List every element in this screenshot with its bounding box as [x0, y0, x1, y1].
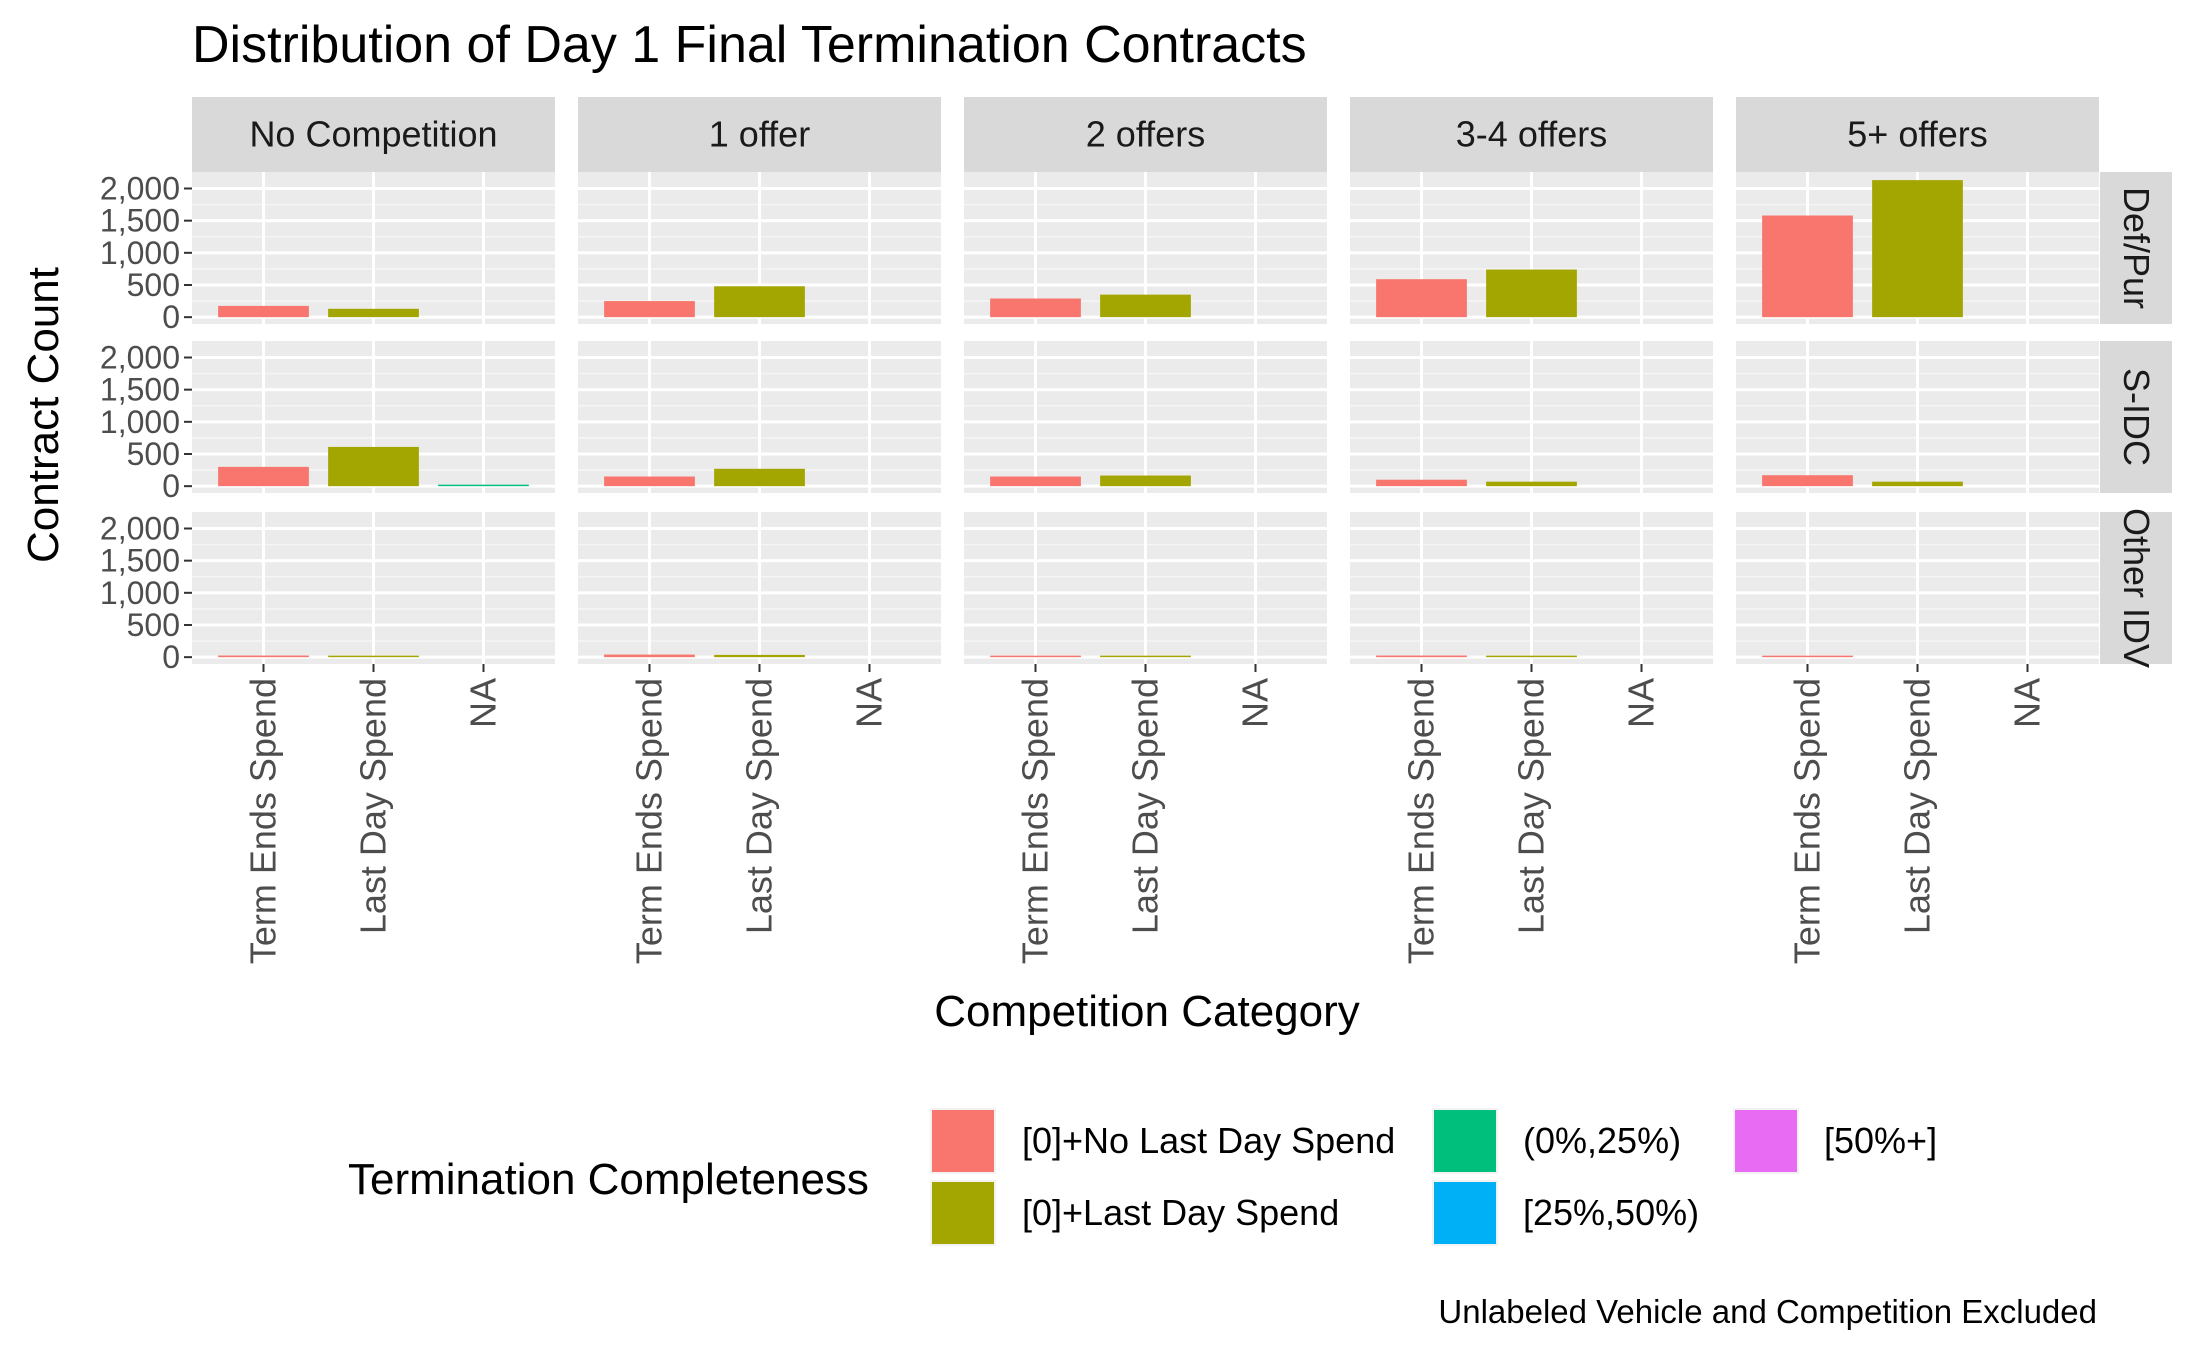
bar [218, 655, 309, 658]
x-tick-label: Last Day Spend [1897, 678, 1938, 934]
y-tick-label: 2,000 [100, 339, 180, 375]
x-tick-label: NA [1621, 678, 1662, 728]
y-tick-label: 1,500 [100, 203, 180, 239]
bar [1762, 475, 1853, 487]
facet-strip-0 [192, 97, 555, 172]
legend-label: [0]+No Last Day Spend [1022, 1120, 1395, 1161]
row-strip-label: Def/Pur [2116, 187, 2157, 309]
chart-title: Distribution of Day 1 Final Termination … [192, 16, 1307, 74]
bar [990, 655, 1081, 658]
bar [714, 468, 805, 487]
x-tick-label: Last Day Spend [353, 678, 394, 934]
y-tick-label: 1,500 [100, 372, 180, 408]
x-tick-label: Term Ends Spend [1787, 678, 1828, 964]
y-tick-label: 0 [162, 299, 180, 335]
y-tick-label: 2,000 [100, 170, 180, 206]
bar [1486, 269, 1577, 318]
facet-strip-label: 5+ offers [1847, 114, 1987, 155]
bar [328, 308, 419, 318]
bar [990, 298, 1081, 318]
bar [714, 286, 805, 318]
x-tick-label: Last Day Spend [739, 678, 780, 934]
x-tick-label: Last Day Spend [1125, 678, 1166, 934]
y-tick-label: 500 [127, 267, 180, 303]
bar [604, 301, 695, 318]
x-axis-title: Competition Category [934, 987, 1360, 1036]
facet-strip-2 [964, 97, 1327, 172]
bar [1100, 655, 1191, 658]
y-tick-label: 500 [127, 607, 180, 643]
facet-strip-3 [1350, 97, 1713, 172]
row-strip-label: S-IDC [2116, 368, 2157, 466]
legend-label: [25%,50%) [1523, 1192, 1699, 1233]
bar [1762, 215, 1853, 318]
legend-swatch [932, 1110, 994, 1172]
x-tick-label: Term Ends Spend [629, 678, 670, 964]
x-tick-label: Term Ends Spend [1401, 678, 1442, 964]
bar [1376, 479, 1467, 487]
bar [218, 305, 309, 318]
chart-caption: Unlabeled Vehicle and Competition Exclud… [1438, 1293, 2097, 1330]
bar [1872, 180, 1963, 318]
y-tick-label: 0 [162, 639, 180, 675]
legend-swatch [1434, 1182, 1496, 1244]
x-tick-label: NA [2007, 678, 2048, 728]
bar [1376, 655, 1467, 658]
legend: Termination Completeness [0]+No Last Day… [348, 1108, 1937, 1246]
x-tick-label: Last Day Spend [1511, 678, 1552, 934]
y-tick-label: 1,500 [100, 543, 180, 579]
x-tick-label: NA [463, 678, 504, 728]
x-tick-label: Term Ends Spend [1015, 678, 1056, 964]
bar [1376, 279, 1467, 318]
bar [328, 655, 419, 658]
bar [990, 476, 1081, 487]
bar [1762, 655, 1853, 658]
bar [1872, 481, 1963, 487]
facet-strip-4 [1736, 97, 2099, 172]
legend-label: (0%,25%) [1523, 1120, 1681, 1161]
bar [1100, 294, 1191, 318]
row-strip-0 [2100, 172, 2172, 324]
row-strips: Def/Pur S-IDC Other IDV [2100, 172, 2172, 668]
bar [1486, 481, 1577, 487]
facet-strip-label: 3-4 offers [1456, 114, 1607, 155]
bar [1100, 475, 1191, 487]
bar [1486, 655, 1577, 658]
legend-label: [0]+Last Day Spend [1022, 1192, 1339, 1233]
bar [714, 654, 805, 658]
y-tick-label: 1,000 [100, 235, 180, 271]
bar [604, 476, 695, 487]
y-tick-label: 1,000 [100, 404, 180, 440]
y-axis-title: Contract Count [19, 267, 68, 563]
facet-strip-1 [578, 97, 941, 172]
y-tick-label: 1,000 [100, 575, 180, 611]
bar [328, 446, 419, 487]
legend-label: [50%+] [1824, 1120, 1937, 1161]
facet-strip-label: 2 offers [1086, 114, 1205, 155]
x-tick-label: Term Ends Spend [243, 678, 284, 964]
facet-strip-label: No Competition [249, 114, 497, 155]
y-tick-label: 2,000 [100, 510, 180, 546]
legend-swatch [1434, 1110, 1496, 1172]
bar [218, 466, 309, 487]
legend-swatch [1735, 1110, 1797, 1172]
row-strip-2 [2100, 512, 2172, 664]
row-strip-1 [2100, 341, 2172, 493]
x-tick-label: NA [1235, 678, 1276, 728]
bar [438, 484, 529, 487]
x-tick-label: NA [849, 678, 890, 728]
y-tick-label: 0 [162, 468, 180, 504]
facet-strip-label: 1 offer [709, 114, 810, 155]
legend-title: Termination Completeness [348, 1155, 869, 1204]
row-strip-label: Other IDV [2116, 508, 2157, 668]
facet-grid: No Competition 1 offer 2 offers 3-4 offers 5… [100, 97, 2172, 964]
y-tick-label: 500 [127, 436, 180, 472]
legend-swatch [932, 1182, 994, 1244]
bar [604, 654, 695, 658]
